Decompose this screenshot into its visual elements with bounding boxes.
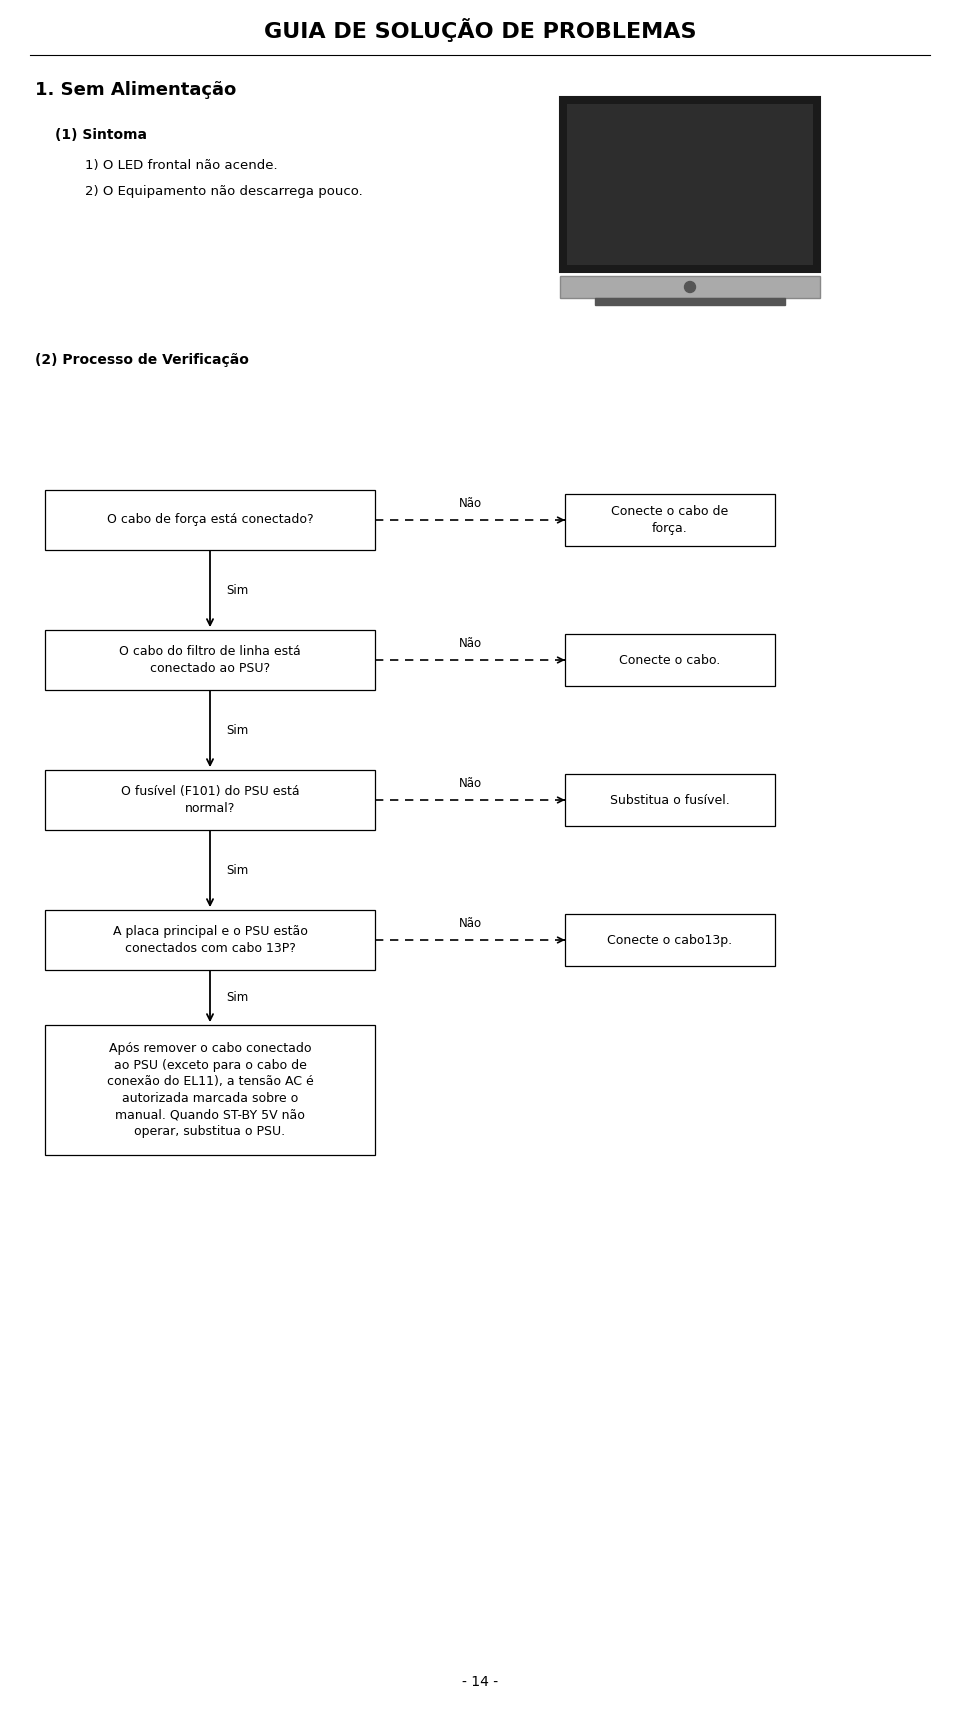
Text: Conecte o cabo.: Conecte o cabo. <box>619 653 721 667</box>
FancyBboxPatch shape <box>565 634 775 686</box>
FancyBboxPatch shape <box>565 915 775 966</box>
FancyBboxPatch shape <box>565 494 775 545</box>
FancyBboxPatch shape <box>560 275 820 298</box>
Text: Não: Não <box>459 638 482 650</box>
Text: Após remover o cabo conectado
ao PSU (exceto para o cabo de
conexão do EL11), a : Após remover o cabo conectado ao PSU (ex… <box>107 1043 313 1137</box>
Text: A placa principal e o PSU estão
conectados com cabo 13P?: A placa principal e o PSU estão conectad… <box>112 925 307 954</box>
Text: Sim: Sim <box>226 992 249 1004</box>
Circle shape <box>684 282 695 292</box>
FancyBboxPatch shape <box>595 298 785 304</box>
FancyBboxPatch shape <box>45 491 375 551</box>
FancyBboxPatch shape <box>565 775 775 826</box>
FancyBboxPatch shape <box>45 629 375 691</box>
Text: Sim: Sim <box>226 583 249 597</box>
Text: O cabo do filtro de linha está
conectado ao PSU?: O cabo do filtro de linha está conectado… <box>119 645 300 675</box>
Text: 1) O LED frontal não acende.: 1) O LED frontal não acende. <box>85 159 277 171</box>
Text: Substitua o fusível.: Substitua o fusível. <box>611 793 730 807</box>
Text: 1. Sem Alimentação: 1. Sem Alimentação <box>35 80 236 99</box>
Text: GUIA DE SOLUÇÃO DE PROBLEMAS: GUIA DE SOLUÇÃO DE PROBLEMAS <box>264 19 696 43</box>
Text: Não: Não <box>459 917 482 930</box>
Text: (1) Sintoma: (1) Sintoma <box>55 128 147 142</box>
Text: (2) Processo de Verificação: (2) Processo de Verificação <box>35 352 249 368</box>
Text: Não: Não <box>459 776 482 790</box>
FancyBboxPatch shape <box>45 770 375 829</box>
Text: Conecte o cabo de
força.: Conecte o cabo de força. <box>612 504 729 535</box>
FancyBboxPatch shape <box>567 104 813 265</box>
Text: 2) O Equipamento não descarrega pouco.: 2) O Equipamento não descarrega pouco. <box>85 185 363 198</box>
FancyBboxPatch shape <box>560 97 820 272</box>
Text: Sim: Sim <box>226 864 249 877</box>
Text: Sim: Sim <box>226 723 249 737</box>
FancyBboxPatch shape <box>45 1024 375 1154</box>
Text: O cabo de força está conectado?: O cabo de força está conectado? <box>107 513 313 527</box>
Text: Conecte o cabo13p.: Conecte o cabo13p. <box>608 934 732 947</box>
Text: Não: Não <box>459 498 482 510</box>
Text: - 14 -: - 14 - <box>462 1676 498 1689</box>
Text: O fusível (F101) do PSU está
normal?: O fusível (F101) do PSU está normal? <box>121 785 300 814</box>
FancyBboxPatch shape <box>45 910 375 970</box>
